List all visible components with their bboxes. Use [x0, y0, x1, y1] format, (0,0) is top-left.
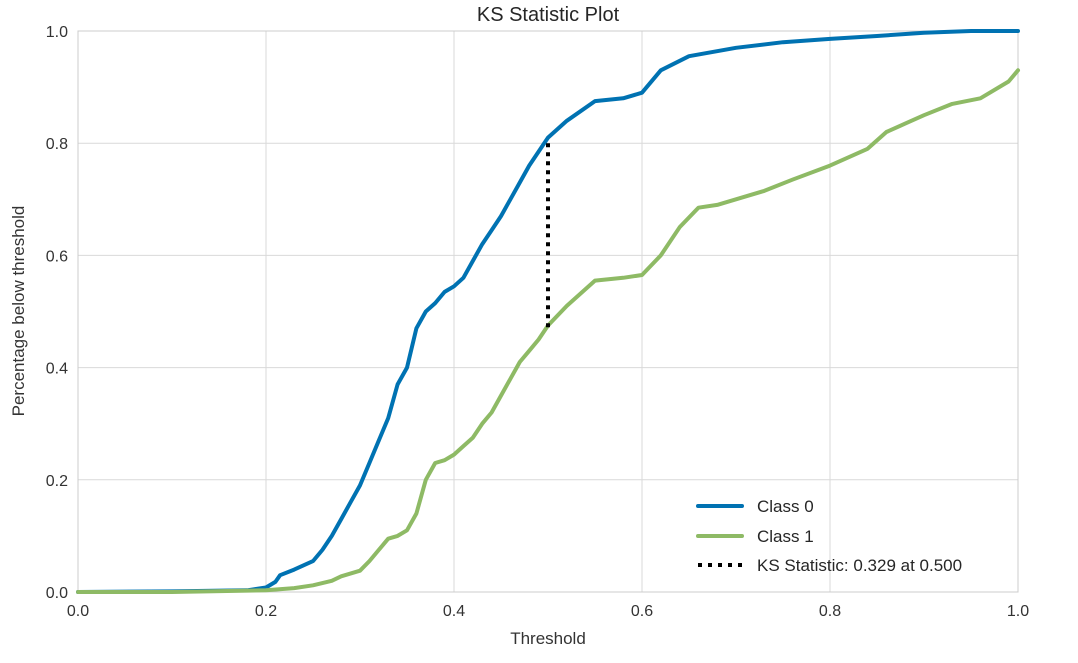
y-tick-label: 0.4: [46, 361, 68, 378]
tick-labels: 0.0 0.2 0.4 0.6 0.8 1.0 0.0 0.2 0.4 0.6 0.8 1.0: [46, 24, 1029, 620]
class-0-line: [76, 29, 1020, 594]
x-tick-label: 1.0: [1007, 603, 1029, 620]
legend-label-class-1: Class 1: [757, 527, 814, 546]
series-layer: [76, 29, 1020, 594]
x-tick-label: 0.8: [819, 603, 841, 620]
class-1-line: [76, 68, 1020, 594]
y-tick-label: 0.6: [46, 248, 68, 265]
x-tick-label: 0.4: [443, 603, 465, 620]
x-tick-label: 0.0: [67, 603, 89, 620]
y-tick-label: 0.0: [46, 585, 68, 602]
legend-label-class-0: Class 0: [757, 497, 814, 516]
y-axis-label: Percentage below threshold: [9, 206, 28, 417]
chart-title: KS Statistic Plot: [477, 4, 620, 26]
y-tick-label: 0.8: [46, 136, 68, 153]
legend: Class 0 Class 1 KS Statistic: 0.329 at 0…: [696, 497, 962, 575]
x-tick-label: 0.2: [255, 603, 277, 620]
x-tick-label: 0.6: [631, 603, 653, 620]
plot-frame: [77, 30, 1019, 593]
y-tick-label: 0.2: [46, 473, 68, 490]
y-tick-label: 1.0: [46, 24, 68, 41]
legend-label-ks-statistic: KS Statistic: 0.329 at 0.500: [757, 556, 962, 575]
x-axis-label: Threshold: [510, 629, 586, 648]
